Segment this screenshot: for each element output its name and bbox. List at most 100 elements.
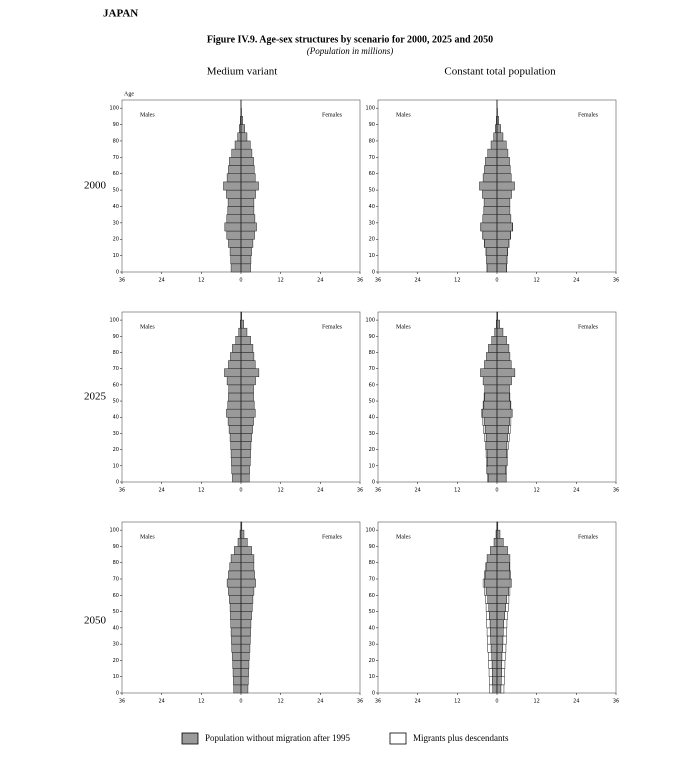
male-migrant-bar xyxy=(485,595,488,604)
male-bar xyxy=(482,408,498,418)
male-bar xyxy=(230,627,242,637)
y-tick-label: 60 xyxy=(113,171,119,177)
female-bar xyxy=(496,319,500,329)
x-tick-label: 0 xyxy=(495,278,498,284)
legend-swatch xyxy=(181,732,199,745)
female-bar xyxy=(496,619,504,629)
female-bar xyxy=(240,392,254,402)
female-bar xyxy=(240,660,250,669)
male-bar xyxy=(228,570,242,580)
female-bar xyxy=(240,181,259,191)
male-bar xyxy=(231,465,242,475)
female-bar xyxy=(240,376,256,386)
female-label: Females xyxy=(578,534,599,540)
column-title: Constant total population xyxy=(444,66,556,78)
x-tick-label: 24 xyxy=(158,278,164,284)
male-migrant-bar xyxy=(482,416,485,426)
male-migrant-bar xyxy=(488,660,493,669)
x-tick-label: 12 xyxy=(277,278,283,284)
male-bar xyxy=(232,652,242,661)
male-bar xyxy=(482,189,498,199)
female-migrant-bar xyxy=(506,441,509,450)
female-bar xyxy=(240,457,251,467)
female-bar xyxy=(496,441,508,450)
female-bar xyxy=(240,643,251,653)
male-bar xyxy=(490,546,498,555)
x-tick-label: 0 xyxy=(495,488,498,494)
y-tick-label: 90 xyxy=(369,122,375,128)
female-bar xyxy=(496,578,511,588)
male-bar xyxy=(226,376,242,386)
male-bar xyxy=(228,425,242,434)
female-bar xyxy=(496,546,508,555)
female-bar xyxy=(240,586,255,596)
country: JAPAN xyxy=(103,8,138,20)
female-migrant-bar xyxy=(510,408,513,418)
female-bar xyxy=(496,538,504,547)
male-bar xyxy=(228,360,242,369)
male-bar xyxy=(485,247,498,256)
female-label: Females xyxy=(322,324,343,330)
male-bar xyxy=(482,376,498,386)
female-bar xyxy=(240,400,255,410)
y-tick-label: 0 xyxy=(116,480,119,486)
male-migrant-bar xyxy=(482,578,485,588)
female-bar xyxy=(496,457,507,467)
female-bar xyxy=(496,554,511,563)
y-tick-label: 70 xyxy=(369,577,375,583)
y-tick-label: 70 xyxy=(369,366,375,372)
y-tick-label: 60 xyxy=(369,382,375,388)
male-bar xyxy=(230,619,242,629)
male-bar xyxy=(224,222,242,232)
legend-label: Migrants plus descendants xyxy=(413,733,509,743)
female-bar xyxy=(496,181,515,191)
male-bar xyxy=(235,336,242,345)
y-tick-label: 90 xyxy=(369,544,375,550)
x-tick-label: 24 xyxy=(317,278,323,284)
male-bar xyxy=(485,586,498,596)
female-bar xyxy=(240,546,252,555)
y-tick-label: 40 xyxy=(113,415,119,421)
x-tick-label: 12 xyxy=(533,278,539,284)
female-bar xyxy=(240,230,255,240)
female-bar xyxy=(240,206,255,215)
male-bar xyxy=(226,230,242,240)
female-bar xyxy=(240,627,251,637)
male-bar xyxy=(227,400,242,410)
male-bar xyxy=(480,222,498,232)
female-bar xyxy=(496,352,511,361)
row-label: 2050 xyxy=(84,615,107,627)
male-bar xyxy=(492,676,498,686)
male-bar xyxy=(484,384,498,394)
male-label: Males xyxy=(396,534,411,540)
x-tick-label: 12 xyxy=(533,699,539,705)
male-bar xyxy=(232,668,242,677)
x-tick-label: 36 xyxy=(375,699,381,705)
female-bar xyxy=(240,352,255,361)
female-bar xyxy=(240,327,248,337)
female-label: Females xyxy=(322,534,343,540)
x-tick-label: 36 xyxy=(357,278,363,284)
female-bar xyxy=(240,635,251,645)
x-tick-label: 24 xyxy=(573,278,579,284)
female-bar xyxy=(496,449,507,458)
y-tick-label: 80 xyxy=(113,138,119,144)
male-bar xyxy=(231,457,242,467)
male-bar xyxy=(230,263,242,273)
male-label: Males xyxy=(396,324,411,330)
female-bar xyxy=(496,400,511,410)
female-migrant-bar xyxy=(501,660,506,669)
female-bar xyxy=(240,676,249,686)
female-bar xyxy=(496,148,509,158)
y-tick-label: 70 xyxy=(369,155,375,161)
x-tick-label: 36 xyxy=(613,278,619,284)
male-migrant-bar xyxy=(486,627,491,637)
y-tick-label: 0 xyxy=(372,480,375,486)
female-bar xyxy=(496,140,507,150)
male-bar xyxy=(232,344,242,353)
male-bar xyxy=(229,157,242,166)
male-migrant-bar xyxy=(489,676,493,686)
male-bar xyxy=(234,140,242,150)
female-bar xyxy=(240,360,256,369)
female-bar xyxy=(496,643,503,653)
